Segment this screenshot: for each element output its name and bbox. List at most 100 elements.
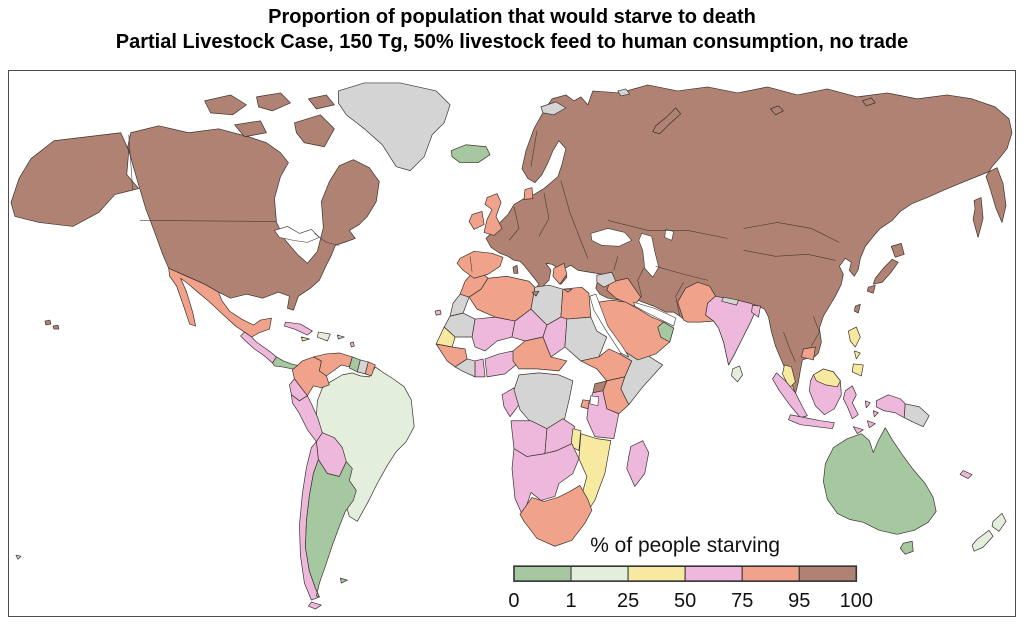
region-borneo-malaysia [813, 368, 841, 388]
region-malawi [570, 428, 582, 451]
region-south-georgia [15, 554, 22, 560]
region-egypt [560, 286, 592, 320]
border-spain-portugal [469, 256, 473, 273]
map-borders [128, 130, 840, 363]
border-iran-afghanistan [675, 282, 684, 317]
border-kazakh-south [655, 265, 708, 281]
region-new-siberian-islands [861, 97, 876, 107]
world-map-svg: % of people starving 0 1 25 50 75 95 100 [10, 82, 1013, 612]
legend-tick-25: 25 [617, 590, 639, 612]
legend-tick-95: 95 [788, 590, 810, 612]
region-sumatra [772, 372, 808, 419]
region-hispaniola [317, 331, 331, 342]
region-hawaii-b [52, 324, 60, 330]
region-arctic-island-b [256, 92, 291, 112]
region-moluccas-b [872, 410, 879, 418]
legend-swatch-95-100 [798, 565, 857, 582]
region-nepal [721, 296, 739, 306]
region-venezuela [313, 352, 353, 377]
region-zimbabwe-botswana-namibia [511, 443, 580, 517]
region-crete [563, 288, 573, 293]
region-arctic-island-e [308, 94, 335, 110]
region-malaysia-peninsula [782, 364, 796, 389]
region-philippines-visayas [853, 350, 861, 360]
legend-tick-75: 75 [731, 590, 753, 612]
region-corsica-sardinia [512, 264, 519, 274]
region-india [705, 295, 759, 366]
region-red-sea [589, 293, 630, 358]
map-regions [10, 82, 1013, 610]
region-new-caledonia [959, 470, 973, 479]
region-greece [552, 262, 568, 285]
region-mexico [168, 267, 272, 338]
region-new-guinea-indonesia [875, 394, 906, 419]
region-bangladesh [751, 304, 761, 318]
region-sulawesi [842, 385, 859, 420]
border-thailand-myanmar [783, 331, 796, 363]
region-cuba [284, 321, 313, 336]
figure-title-line2: Partial Livestock Case, 150 Tg, 50% live… [115, 31, 909, 53]
region-aral-sea [664, 229, 674, 241]
region-hawaii-a [44, 319, 52, 326]
region-argentina-paraguay-uruguay [305, 459, 357, 598]
region-ireland [468, 211, 485, 230]
legend-swatch-50-75 [684, 565, 743, 582]
region-tasmania [899, 540, 914, 555]
region-java [788, 414, 835, 430]
region-sakhalin [972, 197, 984, 238]
region-madagascar [626, 440, 650, 487]
region-persian-gulf [633, 301, 676, 327]
legend-swatch-75-95 [741, 565, 800, 582]
region-sri-lanka [731, 365, 743, 383]
region-greenland [337, 82, 451, 171]
region-new-zealand-north [991, 513, 1007, 532]
region-united-kingdom [483, 193, 503, 236]
region-canary-islands [434, 309, 442, 316]
region-timor-b [866, 420, 876, 429]
region-nigeria-benin [484, 350, 518, 378]
legend-tick-50: 50 [674, 590, 696, 612]
region-japan-honshu [872, 258, 899, 285]
region-western-sahara [449, 293, 470, 317]
region-ghana [474, 358, 486, 378]
region-puerto-rico [336, 334, 345, 340]
region-mali-burkina [471, 316, 516, 352]
region-french-guiana [364, 361, 376, 377]
region-sudan [564, 316, 608, 362]
region-philippines-luzon [847, 326, 861, 348]
border-russia-west [560, 180, 589, 259]
region-syria-levant [596, 271, 617, 288]
region-arctic-island-a [204, 94, 247, 116]
region-australia [823, 427, 937, 535]
region-moluccas-a [864, 400, 871, 409]
region-timor-a [852, 426, 864, 435]
legend-tick-100: 100 [840, 590, 873, 612]
region-cambodia [801, 346, 816, 361]
legend-tick-0: 0 [508, 590, 519, 612]
figure-title-line1: Proportion of population that would star… [268, 6, 756, 28]
region-franz-josef-land [617, 88, 631, 97]
map-frame: % of people starving 0 1 25 50 75 95 100 [8, 70, 1016, 617]
region-taiwan [853, 303, 861, 314]
region-gabon-congo [501, 387, 520, 418]
region-new-zealand-south [971, 529, 994, 552]
region-lesser-antilles [349, 341, 355, 348]
figure-title: Proportion of population that would star… [0, 5, 1024, 55]
region-sicily [531, 290, 540, 297]
region-spain-portugal [456, 250, 504, 279]
region-black-sea [590, 228, 633, 247]
region-tierra-del-fuego [308, 601, 322, 610]
region-jamaica [301, 336, 310, 342]
region-caspian-sea [638, 233, 660, 278]
region-novaya-zemlya [652, 107, 682, 135]
border-russia-kazakh [607, 220, 728, 239]
legend-swatch-0-1 [513, 565, 572, 582]
region-falkland-islands [339, 577, 348, 584]
border-alaska-canada [128, 134, 134, 191]
region-oman [657, 321, 675, 343]
border-germany-poland [538, 192, 550, 237]
region-svalbard [540, 101, 567, 116]
region-severnaya-zemlya [770, 105, 784, 116]
border-mongolia-north [743, 222, 840, 243]
region-japan-kyushu [866, 284, 876, 294]
